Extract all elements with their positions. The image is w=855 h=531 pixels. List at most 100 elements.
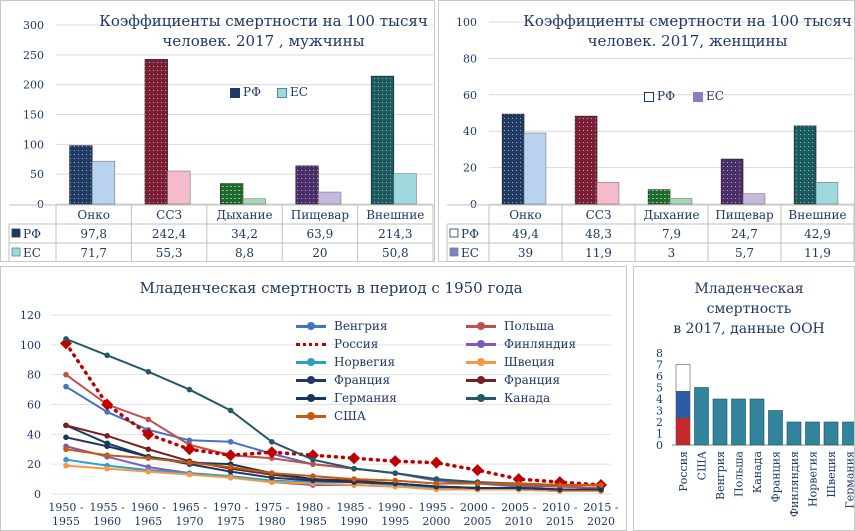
line-legend-swatch [296, 394, 326, 402]
line-point [474, 480, 481, 487]
women-ytick-label: 60 [463, 89, 477, 102]
line-xtick-label: 1960 - [131, 501, 166, 514]
women-title-line-2: человек. 2017, женщины [587, 32, 788, 50]
un-title-line-3: в 2017, данные ООН [673, 321, 825, 337]
line-point [145, 468, 152, 475]
women-legend-rf-label: РФ [657, 89, 676, 103]
men-table-rf-value: 242,4 [152, 227, 187, 241]
line-legend-item: Россия [296, 337, 378, 351]
un-category-label: Франция [770, 451, 783, 502]
line-legend-swatch [296, 376, 326, 384]
line-legend-item: Германия [296, 391, 397, 405]
un-bar [712, 398, 728, 446]
line-ytick-label: 20 [27, 458, 41, 471]
line-xtick-label: 1955 - [90, 501, 125, 514]
line-legend-item: Франция [296, 373, 390, 387]
women-table-rf-value: 42,9 [804, 227, 831, 241]
line-xtick-label-2: 1990 [340, 515, 368, 528]
men-table-eu-swatch [11, 247, 21, 257]
men-bar-rf [370, 75, 395, 205]
un-category-label: Канада [751, 451, 764, 494]
line-xtick-label-2: 2015 [546, 515, 574, 528]
un-bar [842, 421, 854, 446]
line-point [392, 470, 399, 476]
line-point [145, 446, 152, 453]
line-point [268, 470, 275, 476]
men-legend-rf-label: РФ [243, 85, 262, 99]
line-xtick-label-2: 2005 [464, 515, 492, 528]
line-point [63, 456, 69, 463]
men-table-eu-value: 55,3 [156, 246, 183, 260]
women-chart-title: Коэффициенты смертности на 100 тысяч чел… [519, 11, 854, 51]
line-legend-label: США [334, 409, 366, 423]
line-xtick-label: 1980 - [295, 501, 330, 514]
line-legend-item: Франция [466, 373, 560, 387]
men-category-label: Внешние [366, 208, 424, 222]
line-point [598, 482, 604, 488]
line-legend-label: Россия [334, 337, 379, 351]
un-category-label: Польша [733, 451, 746, 497]
line-point [63, 434, 69, 441]
un-ytick-label: 7 [656, 359, 663, 372]
line-point [268, 479, 275, 485]
men-table-eu-label: ЕС [23, 246, 41, 260]
line-legend-swatch [296, 358, 326, 366]
line-point [104, 433, 110, 439]
line-point [186, 386, 193, 393]
men-ytick-label: 100 [23, 138, 44, 151]
women-bar-rf [720, 158, 744, 205]
line-xtick-label: 1970 - [213, 501, 248, 514]
line-xtick-label-2: 1995 [381, 515, 409, 528]
line-legend-item: США [296, 409, 366, 423]
line-legend-swatch [296, 412, 326, 420]
men-title-line-2: человек. 2017 , мужчины [162, 32, 365, 50]
women-bar-eu [669, 198, 693, 205]
line-point [227, 474, 234, 481]
line-series-russia [64, 341, 603, 487]
men-bar-eu [393, 173, 417, 205]
line-point [186, 437, 193, 444]
women-category-label: Дыхание [643, 208, 699, 222]
line-point [63, 336, 69, 342]
women-table-rf-value: 48,3 [585, 227, 612, 241]
men-category-label: Дыхание [216, 208, 272, 222]
men-ytick-label: 50 [30, 168, 44, 181]
line-point-russia [471, 464, 484, 477]
line-legend-swatch [466, 358, 496, 366]
line-series [65, 448, 601, 487]
line-ytick-label: 0 [34, 488, 41, 501]
un-category-label: Швеция [825, 451, 838, 498]
line-point-russia [389, 455, 402, 468]
line-legend-item: Польша [466, 319, 554, 333]
men-table-rf-label: РФ [23, 227, 41, 241]
line-legend-swatch [466, 322, 496, 330]
line-point [63, 462, 69, 469]
men-bar-rf [220, 183, 244, 205]
men-category-label: ССЗ [156, 208, 182, 222]
line-point [598, 486, 604, 493]
line-xtick-label: 2015 - [583, 501, 618, 514]
un-category-label: Германия [844, 451, 855, 509]
women-bar-eu [523, 132, 547, 205]
women-mortality-chart: 020406080100Онко49,439ССЗ48,311,9Дыхание… [446, 16, 854, 261]
men-ytick-label: 300 [23, 19, 44, 32]
line-xtick-label: 2005 - [501, 501, 536, 514]
line-point [557, 482, 563, 488]
line-point [104, 443, 110, 450]
women-title-line-1: Коэффициенты смертности на 100 тысяч [523, 12, 852, 30]
line-legend-label: Венгрия [334, 319, 388, 333]
line-point [104, 352, 110, 359]
men-ytick-label: 200 [23, 79, 44, 92]
women-bar-rf [574, 115, 598, 205]
line-xtick-label: 1975 - [254, 501, 289, 514]
women-category-label: ССЗ [586, 208, 612, 222]
men-table-eu-value: 8,8 [235, 246, 254, 260]
men-table-rf-value: 34,2 [231, 227, 258, 241]
line-point [268, 438, 275, 445]
infant-mortality-trend-chart: 0 20 40 60 80 100 120 1950 -1955 1955 -1960 1960 … [20, 309, 619, 528]
line-legend-item: Канада [466, 391, 550, 405]
men-table-eu-value: 20 [312, 246, 327, 260]
line-point [186, 471, 193, 478]
men-legend-eu: ЕС [277, 85, 308, 99]
line-point [227, 438, 234, 445]
